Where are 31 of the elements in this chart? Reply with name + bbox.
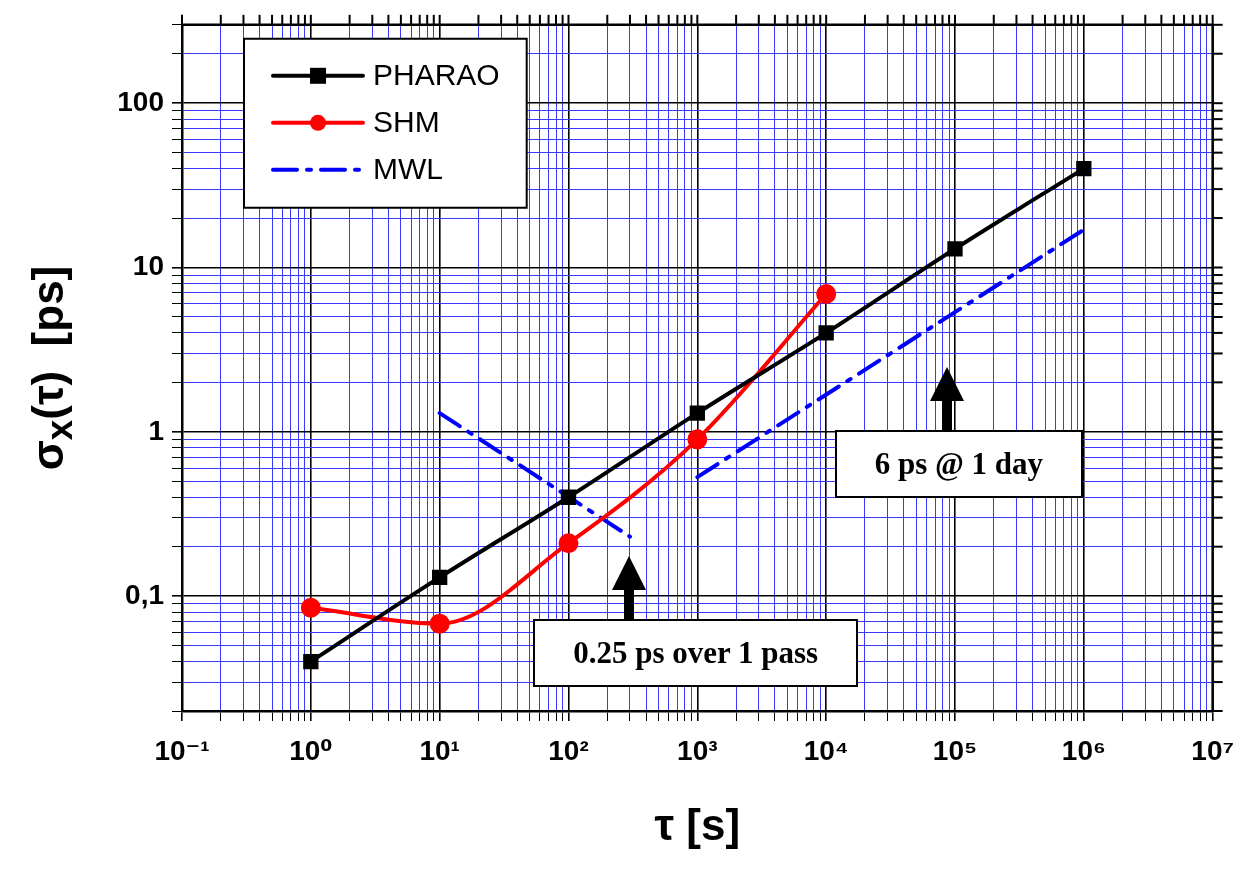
point bbox=[816, 284, 837, 304]
point bbox=[303, 653, 319, 670]
x-tick-label: 10⁴ bbox=[803, 734, 849, 766]
x-tick-label: 10⁶ bbox=[1061, 734, 1106, 766]
legend-label: PHARAO bbox=[373, 58, 500, 92]
point bbox=[687, 429, 708, 450]
y-tick-label: 0,1 bbox=[125, 578, 164, 610]
legend-label: MWL bbox=[373, 152, 443, 186]
annotation: 6 ps @ 1 day bbox=[834, 429, 1084, 498]
x-tick-label: 10³ bbox=[677, 734, 718, 766]
x-tick-label: 10⁵ bbox=[932, 734, 978, 766]
point bbox=[558, 533, 579, 554]
legend-label: SHM bbox=[373, 105, 440, 139]
point bbox=[1076, 160, 1092, 177]
y-tick-label: 100 bbox=[117, 85, 164, 117]
x-tick-label: 10⁻¹ bbox=[154, 734, 210, 766]
x-tick-label: 10¹ bbox=[419, 734, 460, 766]
y-tick-label: 1 bbox=[148, 414, 164, 446]
point bbox=[560, 489, 577, 505]
x-tick-label: 10⁷ bbox=[1191, 734, 1234, 766]
point bbox=[818, 325, 834, 341]
x-tick-label: 10² bbox=[548, 734, 589, 766]
x-axis-title: τ [s] bbox=[653, 800, 742, 850]
point bbox=[432, 569, 448, 586]
point bbox=[300, 597, 321, 618]
point bbox=[429, 613, 450, 634]
x-tick-label: 10⁰ bbox=[289, 734, 333, 766]
point bbox=[689, 405, 705, 421]
annotation: 0.25 ps over 1 pass bbox=[533, 618, 859, 687]
y-tick-label: 10 bbox=[132, 250, 164, 282]
point bbox=[947, 241, 963, 257]
